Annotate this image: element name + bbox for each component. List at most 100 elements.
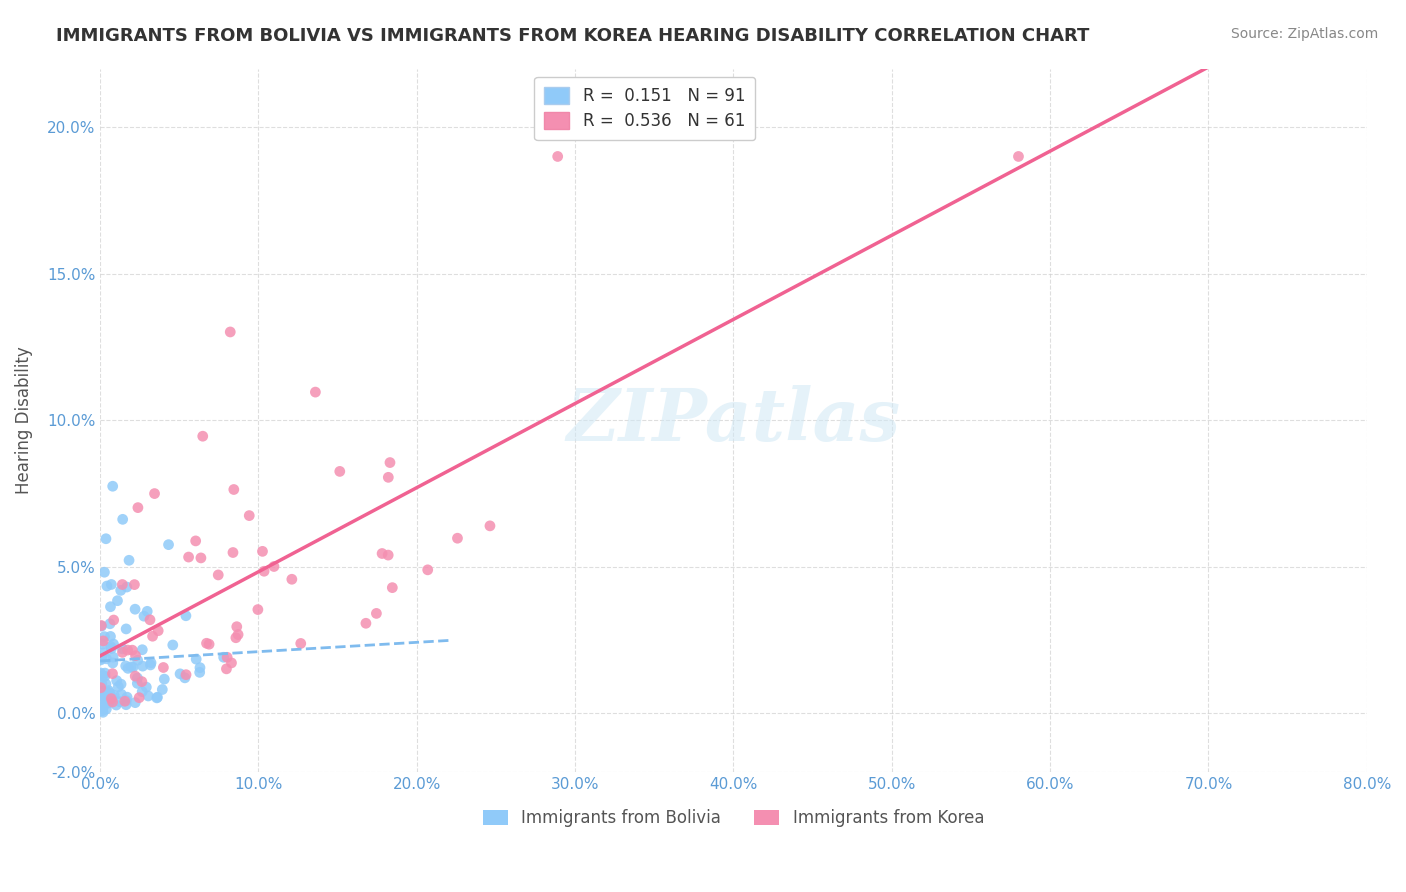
Point — [131, 642, 153, 657]
Point — [225, 620, 247, 634]
Point — [91, 651, 114, 665]
Point — [94, 677, 117, 691]
Point — [98, 690, 121, 704]
Point — [366, 607, 388, 621]
Point — [103, 689, 125, 703]
Point — [117, 661, 139, 675]
Point — [122, 660, 145, 674]
Point — [101, 666, 124, 681]
Point — [446, 531, 468, 545]
Point — [93, 699, 115, 714]
Point — [101, 479, 124, 493]
Point — [226, 627, 249, 641]
Point — [139, 656, 162, 670]
Text: ZIPatlas: ZIPatlas — [567, 384, 900, 456]
Point — [153, 672, 176, 686]
Point — [162, 638, 184, 652]
Point — [110, 677, 132, 691]
Point — [91, 706, 114, 720]
Point — [90, 689, 112, 703]
Point — [148, 624, 170, 638]
Point — [100, 690, 122, 704]
Point — [263, 559, 285, 574]
Point — [115, 698, 138, 712]
Point — [111, 645, 134, 659]
Point — [225, 631, 247, 645]
Point — [131, 659, 153, 673]
Point — [127, 676, 149, 690]
Point — [157, 538, 180, 552]
Point — [304, 385, 326, 400]
Point — [152, 660, 174, 674]
Point — [127, 653, 149, 667]
Point — [136, 604, 159, 618]
Point — [142, 629, 165, 643]
Point — [222, 545, 245, 559]
Point — [117, 643, 139, 657]
Point — [281, 572, 304, 586]
Point — [221, 656, 243, 670]
Point — [217, 650, 239, 665]
Point — [127, 671, 149, 685]
Point — [131, 684, 153, 698]
Point — [124, 669, 146, 683]
Point — [111, 512, 134, 526]
Point — [98, 696, 121, 710]
Point — [91, 704, 114, 718]
Point — [381, 581, 404, 595]
Point — [212, 650, 235, 665]
Point — [219, 325, 242, 339]
Point — [377, 470, 399, 484]
Point — [100, 599, 122, 614]
Point — [111, 577, 134, 591]
Legend: Immigrants from Bolivia, Immigrants from Korea: Immigrants from Bolivia, Immigrants from… — [477, 803, 991, 834]
Point — [329, 464, 352, 478]
Point — [191, 429, 214, 443]
Point — [139, 613, 162, 627]
Point — [108, 695, 131, 709]
Point — [139, 657, 162, 672]
Point — [222, 483, 245, 497]
Point — [98, 616, 121, 631]
Point — [101, 650, 124, 665]
Point — [127, 500, 149, 515]
Point — [91, 669, 114, 683]
Point — [253, 564, 276, 578]
Point — [115, 622, 138, 636]
Point — [290, 636, 312, 650]
Point — [114, 694, 136, 708]
Point — [105, 673, 128, 688]
Point — [131, 674, 153, 689]
Point — [114, 659, 136, 673]
Point — [110, 583, 132, 598]
Point — [115, 690, 138, 705]
Point — [94, 669, 117, 683]
Point — [354, 616, 377, 631]
Point — [107, 680, 129, 694]
Point — [101, 656, 124, 670]
Point — [124, 648, 146, 663]
Point — [188, 665, 211, 680]
Point — [100, 640, 122, 654]
Point — [100, 629, 122, 643]
Point — [135, 680, 157, 694]
Point — [90, 681, 112, 695]
Point — [96, 652, 118, 666]
Point — [146, 690, 169, 705]
Point — [136, 689, 159, 703]
Point — [93, 630, 115, 644]
Point — [89, 665, 111, 680]
Point — [207, 568, 229, 582]
Point — [124, 577, 146, 591]
Point — [238, 508, 260, 523]
Point — [547, 149, 569, 163]
Y-axis label: Hearing Disability: Hearing Disability — [15, 346, 32, 494]
Point — [91, 634, 114, 648]
Point — [93, 692, 115, 706]
Point — [100, 641, 122, 656]
Point — [146, 690, 169, 705]
Point — [186, 652, 208, 666]
Point — [100, 691, 122, 706]
Point — [97, 683, 120, 698]
Point — [195, 636, 218, 650]
